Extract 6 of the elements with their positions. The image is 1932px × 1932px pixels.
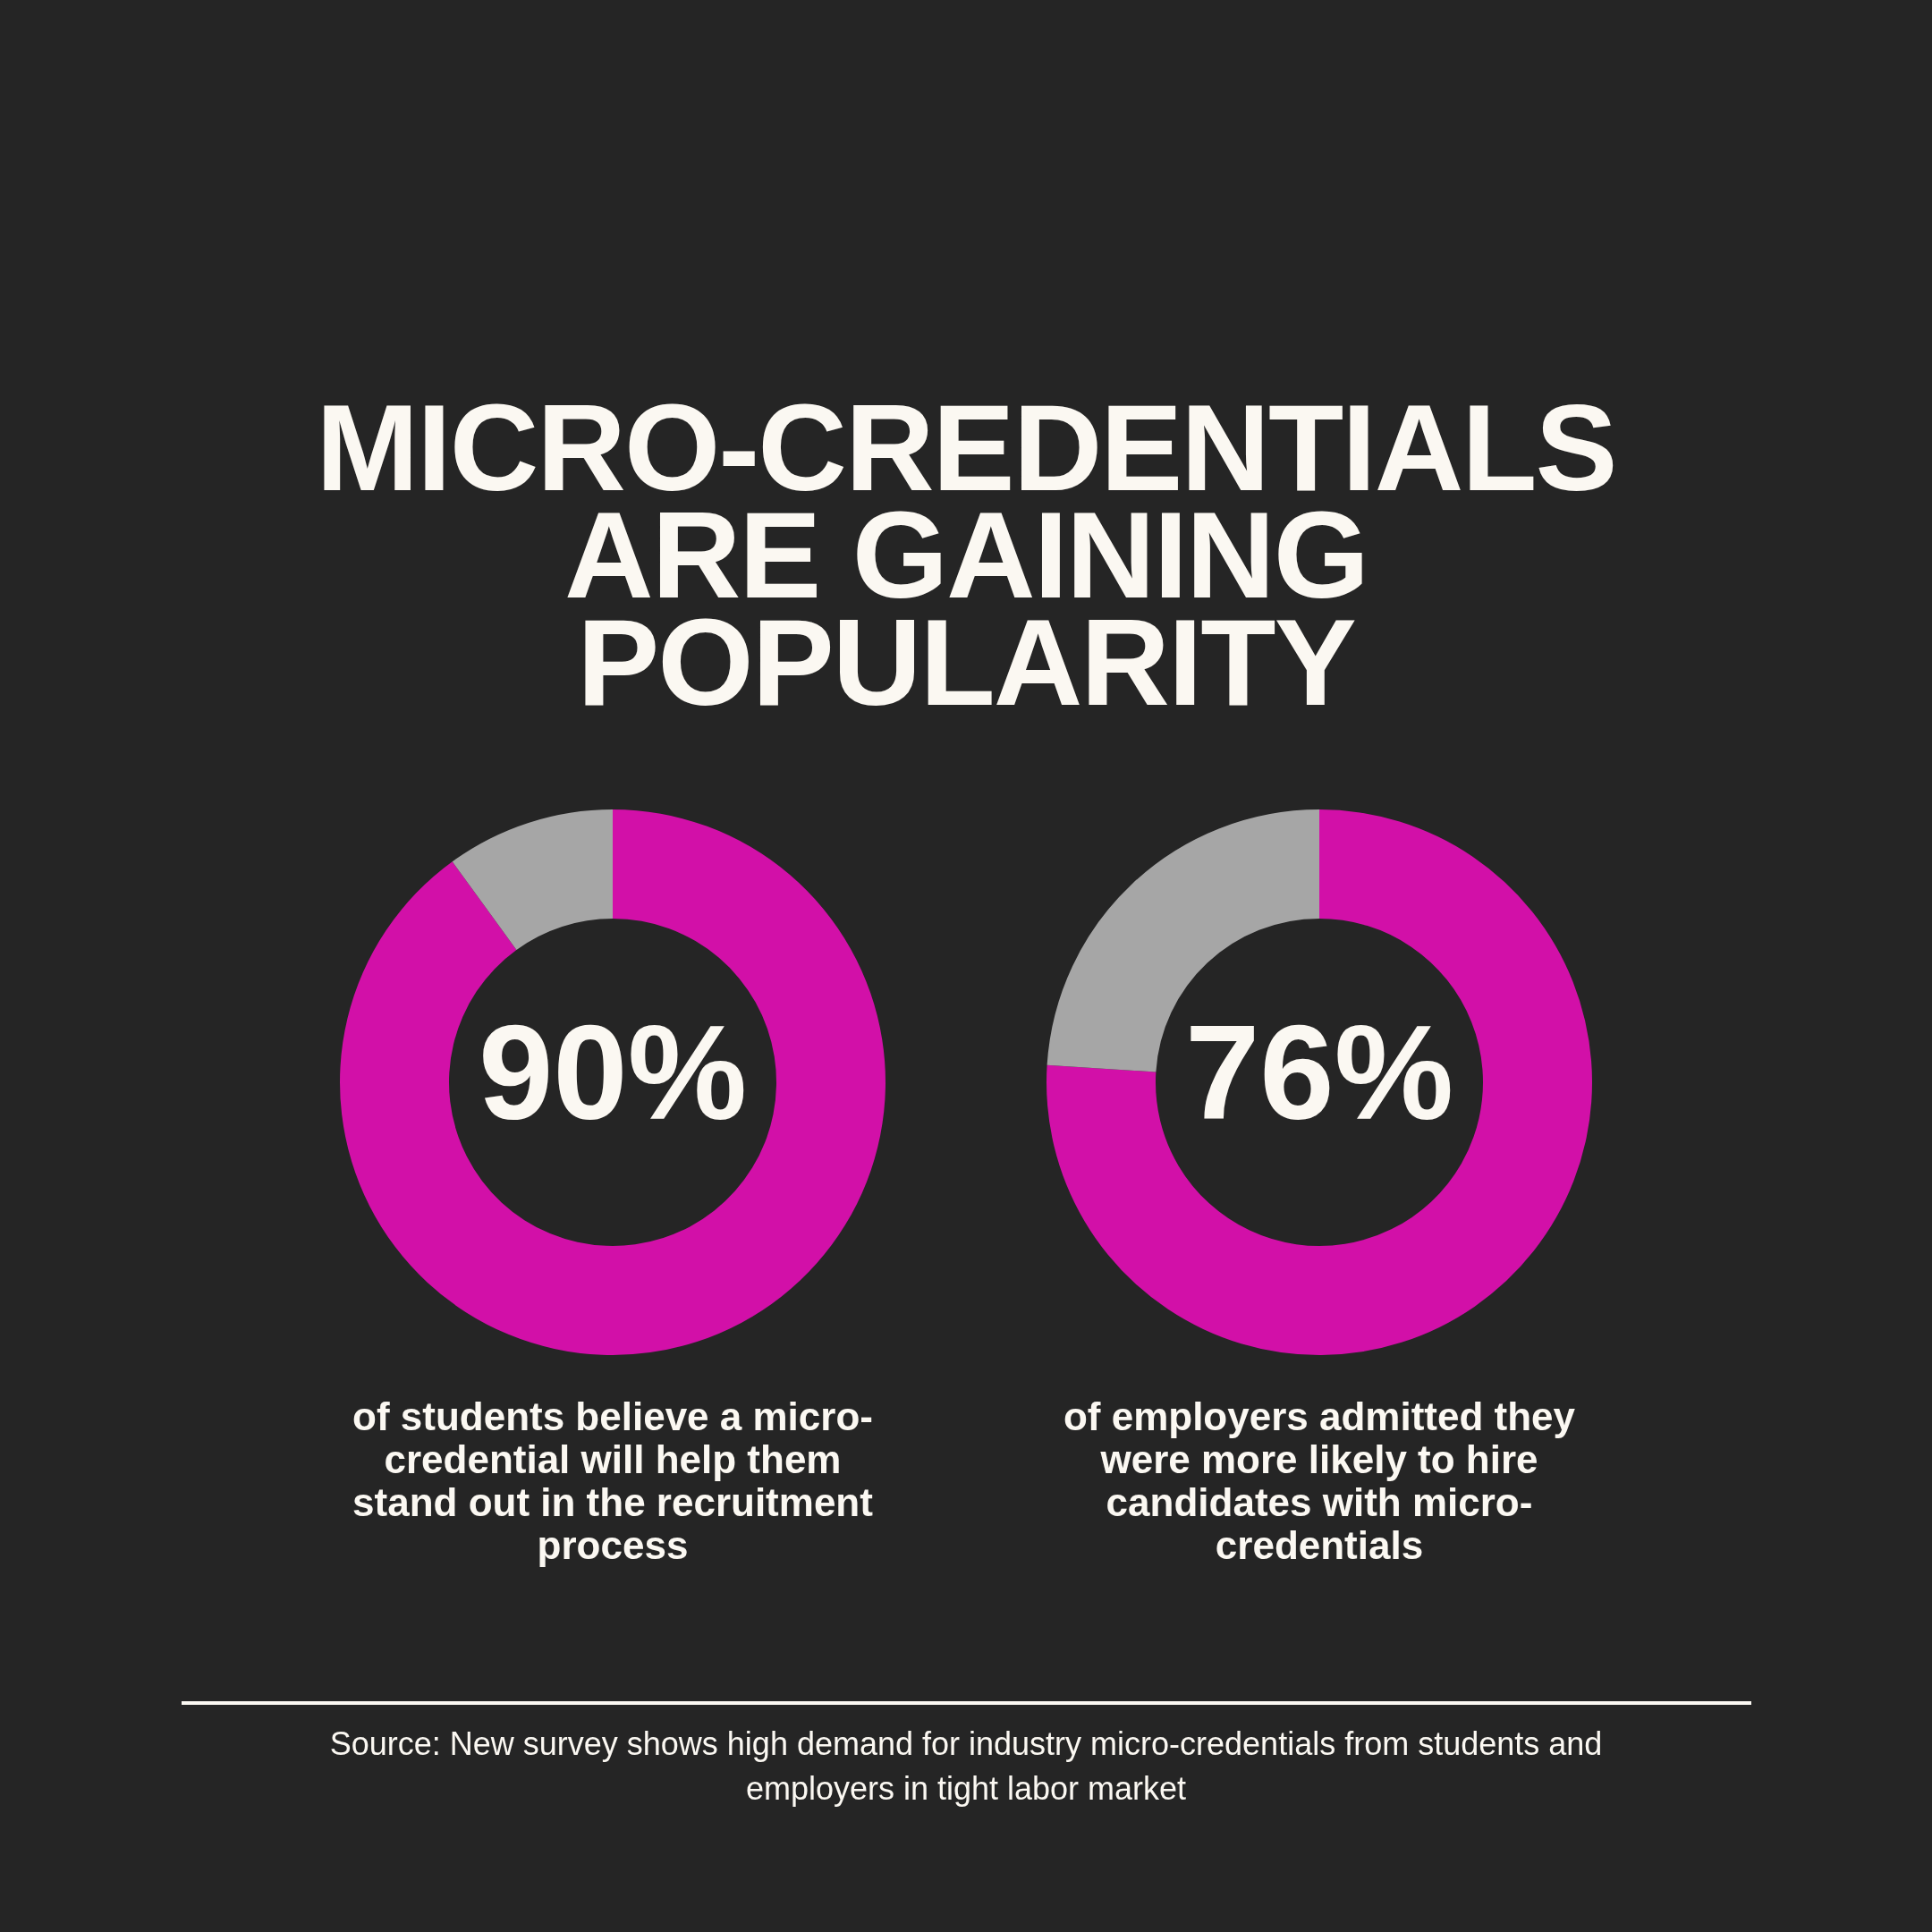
text: of employers admitted they were more likely to hire candidates with micro-credentials [1062, 1394, 1577, 1567]
chart-title: MICRO-CREDENTIALS ARE GAINING POPULARITY [315, 378, 1617, 731]
text: of students believe a micro-credential will help them stand out in the recruitment process [352, 1394, 874, 1567]
data-label: 76% [1184, 997, 1454, 1148]
data-label: 90% [478, 997, 748, 1148]
source-note: Source: New survey shows high demand for industry micro-credentials from students and employers in tight labor market [328, 1724, 1604, 1809]
